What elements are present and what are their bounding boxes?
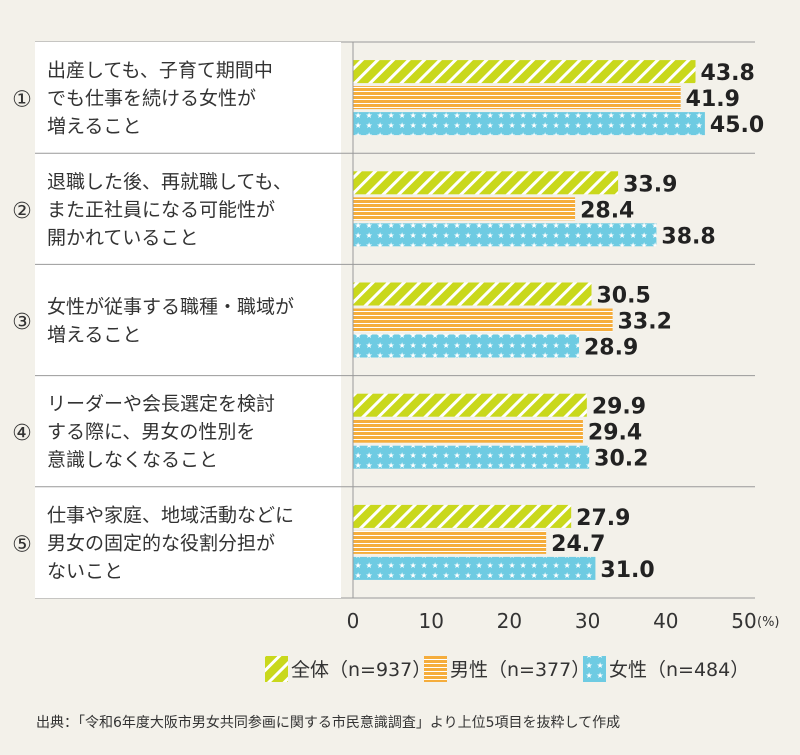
- category-label: 出産しても、子育て期間中: [47, 60, 273, 82]
- data-label: 33.2: [618, 310, 672, 335]
- bar: [353, 308, 613, 332]
- category-label: リーダーや会長選定を検討: [47, 393, 275, 415]
- bar: [353, 60, 696, 84]
- data-label: 24.7: [551, 532, 605, 557]
- category-label: 女性が従事する職種・職域が: [47, 296, 294, 318]
- bar: [353, 171, 619, 195]
- category-label: 男女の固定的な役割分担が: [47, 532, 275, 554]
- legend-swatch: [583, 656, 606, 682]
- bar: [353, 445, 590, 469]
- data-label: 33.9: [623, 172, 677, 197]
- x-axis: 0 10 20 30 40 50 (%): [347, 42, 780, 633]
- data-label: 38.8: [661, 224, 715, 249]
- bar: [353, 334, 579, 358]
- category-number: ①: [12, 88, 32, 113]
- category-panel: [35, 153, 341, 265]
- data-label: 29.9: [592, 395, 646, 420]
- category-label: でも仕事を続ける女性が: [47, 88, 256, 110]
- legend-label: 男性（n=377）: [450, 659, 590, 681]
- bar: [353, 112, 705, 136]
- category-label: 仕事や家庭、地域活動などに: [47, 504, 294, 526]
- unit-label: (%): [757, 615, 780, 630]
- category-label: ないこと: [47, 560, 123, 582]
- x-tick-label: 30: [575, 609, 600, 633]
- bar: [353, 282, 592, 306]
- legend-label: 女性（n=484）: [609, 659, 749, 681]
- category-label: 退職した後、再就職しても、: [47, 171, 292, 193]
- bar: [353, 197, 576, 221]
- source-note: 出典：「令和6年度大阪市男女共同参画に関する市民意識調査」より上位5項目を抜粋し…: [36, 714, 620, 731]
- data-label: 30.2: [594, 447, 648, 472]
- data-label: 41.9: [686, 87, 740, 112]
- data-label: 30.5: [597, 284, 651, 309]
- x-tick-label: 10: [418, 609, 443, 633]
- data-label: 31.0: [600, 558, 654, 583]
- bar: [353, 393, 587, 417]
- bar: [353, 419, 583, 443]
- data-label: 28.9: [584, 336, 638, 361]
- bar: [353, 223, 657, 247]
- bar: [353, 504, 572, 528]
- bar-layer: 43.841.945.0 33.928.4 38.8 30.533.228.9 29.9…: [353, 60, 764, 583]
- category-label: また正社員になる可能性が: [47, 199, 275, 221]
- data-label: 43.8: [701, 61, 755, 86]
- x-tick-label: 20: [497, 609, 522, 633]
- category-label: 意識しなくなること: [47, 449, 218, 471]
- bar: [353, 530, 547, 554]
- x-tick-label: 50: [731, 609, 756, 633]
- x-tick-label: 40: [653, 609, 678, 633]
- category-panel: [35, 264, 341, 376]
- category-label: 増えること: [47, 324, 141, 346]
- category-panel: [35, 42, 341, 154]
- category-number: ④: [12, 421, 32, 446]
- data-label: 27.9: [576, 506, 630, 531]
- category-number: ②: [12, 199, 32, 224]
- legend: 全体（n=937） 男性（n=377） 女性（n=484）: [265, 656, 749, 682]
- data-label: 45.0: [710, 113, 764, 138]
- category-panel: [35, 486, 341, 598]
- bar: [353, 86, 681, 110]
- category-label: 増えること: [47, 116, 141, 138]
- x-tick-label: 0: [347, 609, 360, 633]
- category-number: ⑤: [12, 532, 32, 557]
- category-label: 開かれていること: [47, 227, 198, 249]
- data-label: 28.4: [580, 198, 634, 223]
- category-label: する際に、男女の性別を: [47, 421, 255, 443]
- category-number: ③: [12, 310, 32, 335]
- legend-label: 全体（n=937）: [291, 659, 431, 681]
- category-panel: [35, 375, 341, 487]
- data-label: 29.4: [588, 421, 642, 446]
- legend-swatch: [265, 656, 288, 682]
- bar: [353, 556, 596, 580]
- legend-swatch: [424, 656, 447, 682]
